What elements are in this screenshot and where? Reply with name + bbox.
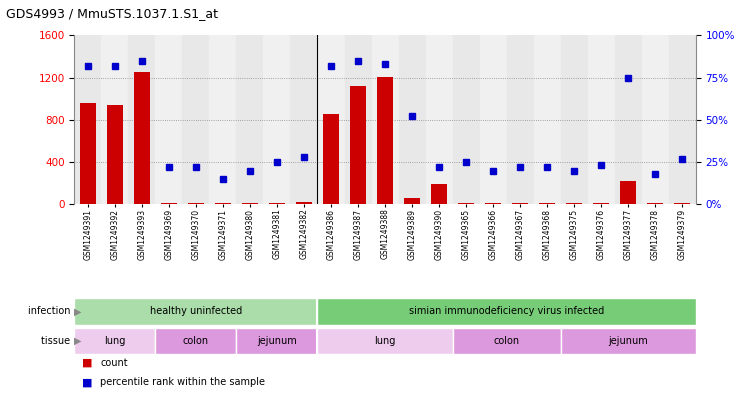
Bar [560, 328, 696, 354]
Bar [593, 203, 609, 204]
Bar [458, 203, 474, 204]
Bar [452, 328, 560, 354]
Bar [210, 35, 237, 204]
Text: ▶: ▶ [74, 307, 81, 316]
Text: colon: colon [493, 336, 519, 346]
Bar [371, 35, 399, 204]
Bar [404, 198, 420, 204]
Text: healthy uninfected: healthy uninfected [150, 307, 242, 316]
Bar [323, 114, 339, 204]
Bar [512, 203, 528, 204]
Bar [539, 203, 555, 204]
Text: tissue: tissue [42, 336, 74, 346]
Text: infection: infection [28, 307, 74, 316]
Text: ▶: ▶ [74, 336, 81, 346]
Bar [318, 328, 452, 354]
Text: count: count [100, 358, 128, 367]
Bar [74, 298, 318, 325]
Bar [263, 35, 290, 204]
Bar [560, 35, 588, 204]
Bar [452, 35, 480, 204]
Bar [485, 203, 501, 204]
Bar [290, 35, 318, 204]
Bar [155, 328, 237, 354]
Text: colon: colon [183, 336, 209, 346]
Bar [480, 35, 507, 204]
Bar [566, 203, 583, 204]
Text: ■: ■ [82, 377, 92, 387]
Bar [377, 77, 393, 204]
Bar [318, 298, 696, 325]
Bar [641, 35, 669, 204]
Text: GDS4993 / MmuSTS.1037.1.S1_at: GDS4993 / MmuSTS.1037.1.S1_at [6, 7, 217, 20]
Bar [507, 35, 533, 204]
Bar [615, 35, 641, 204]
Bar [344, 35, 371, 204]
Bar [674, 203, 690, 204]
Bar [237, 35, 263, 204]
Bar [215, 203, 231, 204]
Bar [129, 35, 155, 204]
Bar [242, 203, 258, 204]
Bar [134, 72, 150, 204]
Bar [74, 328, 155, 354]
Bar [647, 203, 663, 204]
Bar [107, 105, 123, 204]
Bar [318, 35, 344, 204]
Bar [399, 35, 426, 204]
Text: lung: lung [374, 336, 396, 346]
Bar [350, 86, 366, 204]
Text: simian immunodeficiency virus infected: simian immunodeficiency virus infected [409, 307, 604, 316]
Bar [80, 103, 96, 204]
Bar [431, 184, 447, 204]
Text: percentile rank within the sample: percentile rank within the sample [100, 377, 266, 387]
Bar [296, 202, 312, 204]
Bar [187, 203, 204, 204]
Bar [101, 35, 129, 204]
Bar [269, 203, 285, 204]
Bar [74, 35, 101, 204]
Bar [155, 35, 182, 204]
Text: jejunum: jejunum [609, 336, 648, 346]
Text: jejunum: jejunum [257, 336, 297, 346]
Bar [237, 328, 318, 354]
Bar [620, 181, 636, 204]
Bar [426, 35, 452, 204]
Text: lung: lung [104, 336, 126, 346]
Bar [161, 203, 177, 204]
Text: ■: ■ [82, 358, 92, 367]
Bar [182, 35, 210, 204]
Bar [588, 35, 615, 204]
Bar [669, 35, 696, 204]
Bar [533, 35, 560, 204]
